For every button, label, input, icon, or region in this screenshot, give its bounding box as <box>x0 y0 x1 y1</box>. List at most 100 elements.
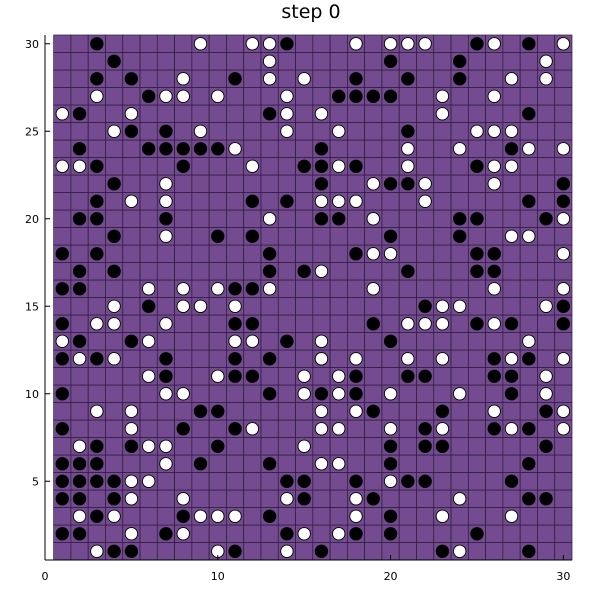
board-cell <box>398 279 417 298</box>
white-marker <box>332 387 346 401</box>
board-cell <box>329 472 348 491</box>
white-marker <box>314 457 329 471</box>
board-cell <box>226 34 245 53</box>
board-cell <box>105 437 124 456</box>
black-marker <box>314 387 329 401</box>
black-marker <box>159 527 173 541</box>
board-cell <box>87 52 106 71</box>
board-cell <box>295 542 314 561</box>
board-cell <box>295 507 314 526</box>
board-cell <box>329 314 348 333</box>
black-marker <box>55 422 69 436</box>
black-marker <box>401 369 415 383</box>
black-marker <box>504 387 519 401</box>
board-cell <box>139 314 158 333</box>
board-cell <box>87 367 106 386</box>
y-tick-label: 30 <box>25 38 39 51</box>
black-marker <box>124 544 139 558</box>
board-cell <box>467 104 486 123</box>
board-cell <box>70 314 89 333</box>
black-marker <box>228 352 242 366</box>
board-cell <box>364 157 383 176</box>
board-cell <box>450 454 469 473</box>
black-marker <box>142 142 156 156</box>
board-cell <box>277 367 296 386</box>
white-marker <box>159 177 173 191</box>
board-cell <box>295 174 314 193</box>
board-cell <box>191 244 210 263</box>
board-cell <box>381 69 400 88</box>
black-marker <box>401 264 415 278</box>
board-cell <box>208 384 227 403</box>
board-cell <box>156 489 175 508</box>
board-cell <box>243 69 262 88</box>
board-cell <box>398 489 417 508</box>
board-cell <box>174 542 193 561</box>
white-marker <box>556 282 571 296</box>
black-marker <box>297 264 311 278</box>
board-cell <box>191 157 210 176</box>
white-marker <box>314 194 329 208</box>
black-marker <box>159 369 173 383</box>
board-cell <box>502 524 521 543</box>
board-cell <box>502 87 521 106</box>
board-cell <box>433 367 452 386</box>
board-cell <box>364 69 383 88</box>
board-cell <box>398 332 417 351</box>
black-marker <box>228 317 242 331</box>
black-marker <box>453 212 467 226</box>
black-marker <box>245 369 260 383</box>
board-cell <box>208 262 227 281</box>
board-cell <box>467 472 486 491</box>
board-cell <box>105 87 124 106</box>
tick-labels: 0 10 20 30 5 10 15 20 25 30 <box>25 38 570 583</box>
board-cell <box>174 367 193 386</box>
black-marker <box>349 159 363 173</box>
board-cell <box>105 367 124 386</box>
white-marker <box>314 352 329 366</box>
board-cell <box>122 349 141 368</box>
board-cell <box>226 209 245 228</box>
board-cell <box>295 332 314 351</box>
board-cell <box>347 297 366 316</box>
white-marker <box>297 369 311 383</box>
board-cell <box>398 384 417 403</box>
board-cell <box>416 52 435 71</box>
board-cell <box>243 297 262 316</box>
white-marker <box>142 334 156 348</box>
board-cell <box>53 402 72 421</box>
black-marker <box>366 89 380 103</box>
board-cell <box>53 542 72 561</box>
board-cell <box>122 34 141 53</box>
board-cell <box>398 244 417 263</box>
board-cell <box>312 297 331 316</box>
board-cell <box>364 332 383 351</box>
white-marker <box>124 474 139 488</box>
board-cell <box>398 297 417 316</box>
board-cell <box>347 419 366 438</box>
black-marker <box>470 264 484 278</box>
board-cell <box>156 244 175 263</box>
board-cell <box>295 402 314 421</box>
white-marker <box>159 317 173 331</box>
board-cell <box>398 52 417 71</box>
white-marker <box>504 159 519 173</box>
board-cell <box>398 402 417 421</box>
black-marker <box>72 282 87 296</box>
board-cell <box>174 437 193 456</box>
board-cell <box>295 227 314 246</box>
board-cell <box>70 384 89 403</box>
board-cell <box>312 367 331 386</box>
board-cell <box>398 227 417 246</box>
white-marker <box>159 439 173 453</box>
board-cell <box>87 332 106 351</box>
black-marker <box>366 317 380 331</box>
board-cell <box>537 122 556 141</box>
board-cell <box>519 69 538 88</box>
board-cell <box>174 34 193 53</box>
board-cell <box>450 507 469 526</box>
black-marker <box>211 229 225 243</box>
board-cell <box>277 402 296 421</box>
white-marker <box>435 107 450 121</box>
board-cell <box>208 419 227 438</box>
